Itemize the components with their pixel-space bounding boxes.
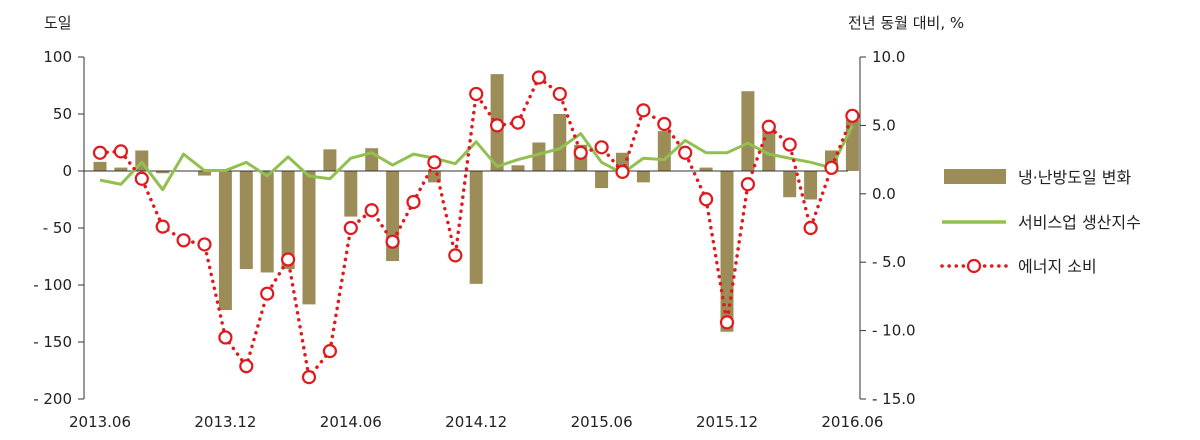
bar (344, 171, 358, 217)
energy-point (260, 286, 275, 301)
energy-point (719, 315, 735, 330)
energy-point (113, 144, 129, 159)
energy-point (803, 220, 818, 236)
left-tick-label: - 200 (33, 390, 72, 408)
bar (532, 142, 546, 171)
energy-point (490, 118, 505, 133)
energy-point (343, 220, 358, 236)
energy-point (636, 103, 651, 118)
x-tick-label: 2016.06 (821, 413, 883, 431)
energy-point (698, 192, 714, 207)
x-tick-label: 2015.12 (696, 413, 758, 431)
bar (239, 171, 253, 270)
energy-point (615, 164, 630, 180)
right-axis-title: 전년 동월 대비, % (848, 14, 964, 32)
energy-point (427, 155, 442, 170)
energy-point (740, 177, 756, 192)
bar (114, 167, 128, 171)
energy-point (364, 203, 379, 218)
energy-point (531, 70, 547, 85)
bar (762, 127, 776, 171)
x-tick-label: 2015.06 (571, 413, 633, 431)
bar (804, 171, 818, 200)
bar (595, 171, 609, 189)
right-tick-label: - 5.0 (872, 253, 906, 271)
energy-point (510, 115, 526, 130)
bar (657, 131, 671, 171)
x-tick-label: 2014.06 (320, 413, 382, 431)
legend-energy-label: 에너지 소비 (1018, 257, 1097, 276)
bar (260, 171, 274, 273)
energy-point (824, 160, 839, 175)
legend-bar-label: 냉·난방도일 변화 (1018, 168, 1131, 187)
energy-point (657, 116, 672, 132)
x-tick-label: 2014.12 (445, 413, 507, 431)
bar (198, 171, 211, 176)
bar (720, 171, 734, 332)
left-axis-title: 도일 (44, 14, 72, 32)
energy-point (761, 119, 776, 134)
left-tick-label: - 150 (33, 333, 72, 351)
energy-point (406, 194, 421, 210)
energy-point (322, 344, 337, 359)
right-tick-label: 10.0 (872, 48, 905, 66)
legend: 냉·난방도일 변화 서비스업 생산지수 에너지 소비 (940, 168, 1141, 276)
energy-point (134, 171, 149, 186)
legend-energy-marker (966, 258, 982, 274)
right-axis: 10.0 5.0 0.0 - 5.0 - 10.0 - 15.0 (859, 48, 916, 408)
bar (323, 149, 337, 171)
right-tick-label: - 15.0 (872, 390, 916, 408)
energy-point (469, 86, 484, 102)
bar (427, 171, 441, 183)
energy-point (218, 330, 233, 345)
energy-point (385, 234, 400, 249)
bar (783, 171, 797, 198)
bars-group (93, 74, 859, 332)
energy-point (281, 252, 296, 267)
legend-bar-swatch (944, 169, 1006, 184)
service-index-line (99, 124, 854, 192)
x-tick-label: 2013.06 (69, 413, 131, 431)
energy-point (155, 219, 170, 234)
left-tick-label: 0 (62, 162, 72, 180)
legend-service-label: 서비스업 생산지수 (1018, 213, 1141, 232)
energy-point (197, 237, 212, 252)
energy-point (573, 145, 588, 160)
service-line-group (99, 124, 854, 192)
bar (553, 114, 567, 171)
energy-point (552, 86, 567, 102)
bar (93, 161, 107, 171)
right-tick-label: 5.0 (872, 116, 896, 134)
bar (741, 91, 755, 171)
bar (469, 171, 483, 284)
left-tick-label: - 50 (43, 219, 72, 237)
energy-point (678, 145, 693, 160)
x-axis: 2013.06 2013.12 2014.06 2014.12 2015.06 2015.… (69, 413, 883, 431)
energy-point (782, 137, 797, 152)
left-tick-label: 50 (53, 105, 72, 123)
energy-point (239, 359, 254, 374)
left-tick-label: 100 (43, 48, 72, 66)
energy-point (301, 370, 317, 385)
energy-point (92, 145, 108, 160)
bar (699, 167, 713, 171)
energy-point (845, 108, 860, 123)
x-tick-label: 2013.12 (194, 413, 256, 431)
right-tick-label: - 10.0 (872, 322, 916, 340)
energy-line-group (92, 70, 860, 385)
bar (281, 171, 295, 270)
energy-point (176, 233, 191, 248)
energy-point (594, 140, 609, 155)
bar (636, 171, 650, 183)
right-tick-label: 0.0 (872, 185, 896, 203)
bar (156, 171, 170, 174)
left-tick-label: - 100 (33, 276, 72, 294)
bar (511, 165, 525, 171)
bar (302, 171, 316, 305)
left-axis: 100 50 0 - 50 - 100 - 150 - 200 (33, 48, 85, 408)
bar (218, 171, 232, 311)
energy-point (448, 248, 463, 263)
